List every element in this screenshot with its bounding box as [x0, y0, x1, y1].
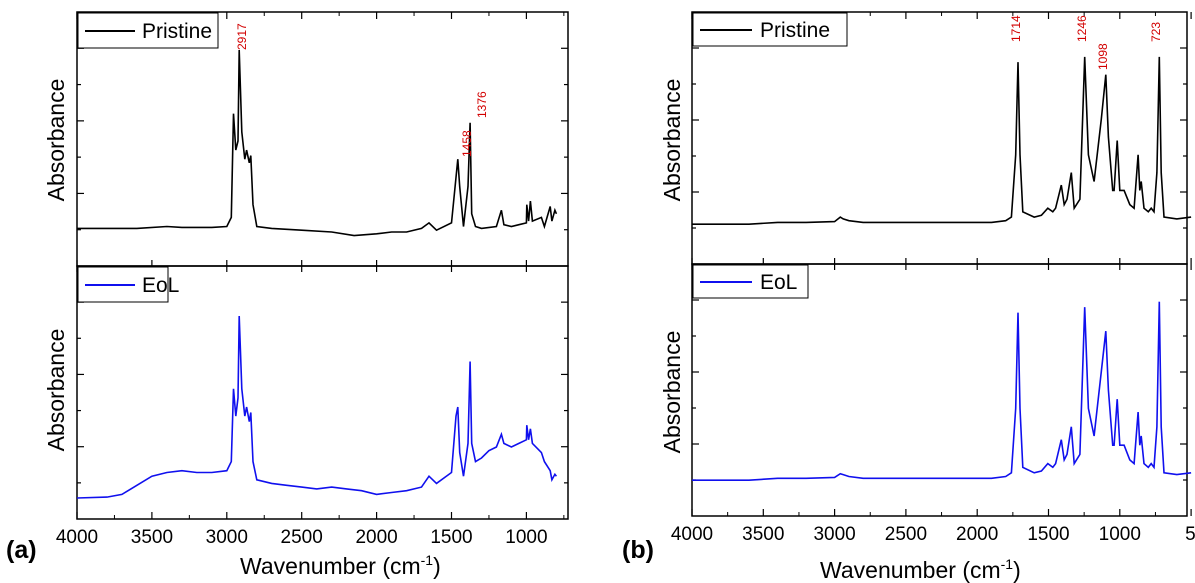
- legend-label: EoL: [142, 274, 179, 297]
- panel-b-pristine-spectrum: [692, 56, 1192, 225]
- x-tick-label: 2500: [281, 527, 323, 548]
- x-tick-label: 1000: [505, 527, 547, 548]
- panel-a-top-yticks: [77, 47, 568, 231]
- peak-label-1246: 1246: [1075, 15, 1089, 42]
- panel-b-letter: (b): [622, 536, 654, 564]
- x-tick-label: 2000: [355, 527, 397, 548]
- x-tick-label: 4000: [56, 527, 98, 548]
- peak-label-1098: 1098: [1096, 43, 1110, 70]
- x-tick-label: 2000: [956, 524, 998, 545]
- panel-b-xticks: 4000 3500 3000 2500 2000 1500 1000 50(: [671, 12, 1195, 545]
- panel-a-top-ylabel: Absorbance: [43, 79, 69, 202]
- x-tick-label: 2500: [885, 524, 927, 545]
- panel-a-xlabel: Wavenumber (cm-1): [240, 552, 441, 579]
- panel-b-top-frame: [691, 11, 1188, 265]
- panel-b-top-ylabel: Absorbance: [659, 79, 685, 202]
- panel-a-letter: (a): [6, 536, 37, 564]
- panel-a-bottom-legend: EoL: [77, 266, 179, 303]
- panel-b-top-legend: Pristine: [692, 12, 848, 47]
- peak-label-723: 723: [1149, 22, 1163, 42]
- x-tick-label: 50(: [1185, 524, 1195, 545]
- panel-b-top-yticks: [692, 47, 1187, 229]
- panel-a-pristine-spectrum: [77, 49, 558, 237]
- x-tick-label: 1500: [1027, 524, 1069, 545]
- panel-b: 4000 3500 3000 2500 2000 1500 1000 50( Pristine…: [622, 11, 1195, 583]
- legend-label: Pristine: [142, 20, 212, 43]
- peak-label-1714: 1714: [1009, 15, 1023, 42]
- panel-b-bottom-legend: EoL: [692, 264, 809, 299]
- panel-a-eol-spectrum: [76, 315, 558, 499]
- peak-label-1458: 1458: [460, 130, 474, 157]
- panel-b-bottom-yticks: [692, 299, 1187, 481]
- panel-b-xlabel: Wavenumber (cm-1): [820, 556, 1021, 583]
- panel-a: 4000 3500 3000 2500 2000 1500 1000 Pristine Eo…: [6, 11, 569, 579]
- panel-a-bottom-ylabel: Absorbance: [43, 329, 69, 452]
- panel-b-eol-spectrum: [692, 301, 1192, 481]
- x-tick-label: 4000: [671, 524, 713, 545]
- panel-b-bottom-frame: [691, 263, 1188, 517]
- panel-a-top-legend: Pristine: [77, 12, 219, 49]
- x-tick-label: 3000: [813, 524, 855, 545]
- panel-a-xticks: 4000 3500 3000 2500 2000 1500 1000: [56, 12, 565, 548]
- x-tick-label: 3000: [206, 527, 248, 548]
- peak-label-2917: 2917: [235, 23, 249, 50]
- x-tick-label: 3500: [131, 527, 173, 548]
- x-tick-label: 3500: [742, 524, 784, 545]
- legend-label: EoL: [760, 271, 797, 294]
- legend-label: Pristine: [760, 19, 830, 42]
- panel-b-bottom-ylabel: Absorbance: [659, 331, 685, 454]
- x-tick-label: 1000: [1099, 524, 1141, 545]
- x-tick-label: 1500: [430, 527, 472, 548]
- panel-a-bottom-frame: [76, 265, 569, 520]
- panel-a-bottom-yticks: [77, 301, 568, 484]
- peak-label-1376: 1376: [475, 91, 489, 118]
